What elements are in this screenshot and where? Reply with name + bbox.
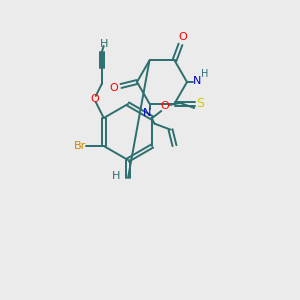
Text: N: N	[143, 108, 152, 118]
Text: Br: Br	[74, 141, 86, 151]
Text: H: H	[100, 39, 108, 49]
Text: O: O	[178, 32, 187, 42]
Text: O: O	[90, 94, 99, 104]
Text: H: H	[201, 69, 209, 79]
Text: S: S	[196, 97, 205, 110]
Text: N: N	[193, 76, 201, 86]
Text: O: O	[161, 101, 170, 111]
Text: O: O	[110, 83, 118, 93]
Text: H: H	[112, 171, 120, 181]
